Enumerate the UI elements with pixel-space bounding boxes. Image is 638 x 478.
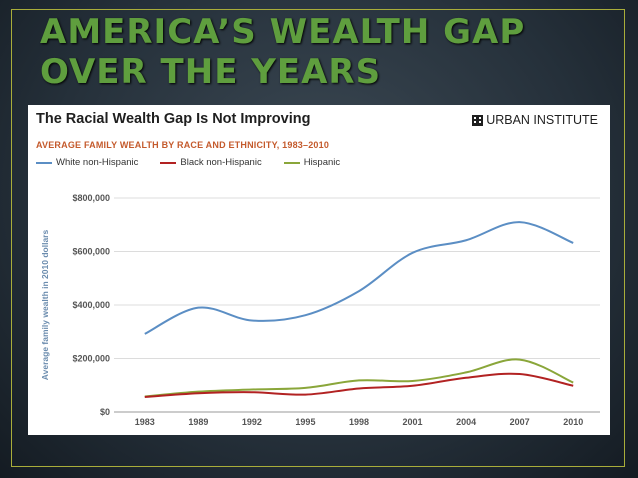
slide-title-line-1: AMERICA’S WEALTH GAP — [40, 12, 526, 52]
x-tick-label: 1995 — [295, 417, 315, 427]
x-tick-label: 2010 — [563, 417, 583, 427]
chart-legend: White non-Hispanic Black non-Hispanic Hi… — [36, 157, 340, 168]
brand-logo: URBAN INSTITUTE — [472, 113, 598, 127]
x-tick-label: 1992 — [242, 417, 262, 427]
y-axis-title: Average family wealth in 2010 dollars — [40, 230, 50, 381]
legend-label-black: Black non-Hispanic — [180, 157, 262, 168]
legend-swatch-hispanic — [283, 161, 300, 164]
series-line-hispanic — [144, 358, 574, 398]
slide-title-line-2: OVER THE YEARS — [40, 52, 382, 92]
line-chart: $0 $200,000 $400,000 $600,000 $800,000 1983 19… — [40, 193, 600, 427]
legend-swatch-black — [160, 161, 177, 164]
x-tick-label: 1998 — [349, 417, 369, 427]
series-line-black — [144, 372, 574, 399]
legend-item-white: White non-Hispanic — [36, 157, 138, 168]
y-tick-label: $200,000 — [72, 354, 110, 364]
chart-panel: The Racial Wealth Gap Is Not Improving U… — [28, 105, 610, 435]
legend-label-white: White non-Hispanic — [56, 157, 139, 168]
y-tick-label: $0 — [100, 407, 110, 417]
brand-name: URBAN INSTITUTE — [486, 113, 598, 127]
y-tick-label: $400,000 — [72, 300, 110, 310]
series-line-white — [144, 221, 574, 335]
x-tick-label: 2007 — [510, 417, 530, 427]
legend-swatch-white — [36, 161, 52, 164]
x-tick-label: 2001 — [403, 417, 423, 427]
x-tick-label: 1989 — [188, 417, 208, 427]
building-icon — [472, 114, 484, 126]
legend-label-hispanic: Hispanic — [303, 157, 341, 168]
x-tick-label: 2004 — [456, 417, 476, 427]
slide-frame — [11, 9, 625, 467]
y-tick-label: $800,000 — [72, 193, 110, 203]
y-tick-label: $600,000 — [72, 247, 110, 257]
legend-item-hispanic: Hispanic — [283, 157, 341, 168]
chart-title: The Racial Wealth Gap Is Not Improving — [36, 111, 311, 127]
slide-title: AMERICA’S WEALTH GAP OVER THE YEARS — [40, 12, 525, 92]
x-tick-label: 1983 — [135, 417, 155, 427]
chart-subtitle: AVERAGE FAMILY WEALTH BY RACE AND ETHNIC… — [36, 140, 330, 150]
legend-item-black: Black non-Hispanic — [160, 157, 262, 168]
